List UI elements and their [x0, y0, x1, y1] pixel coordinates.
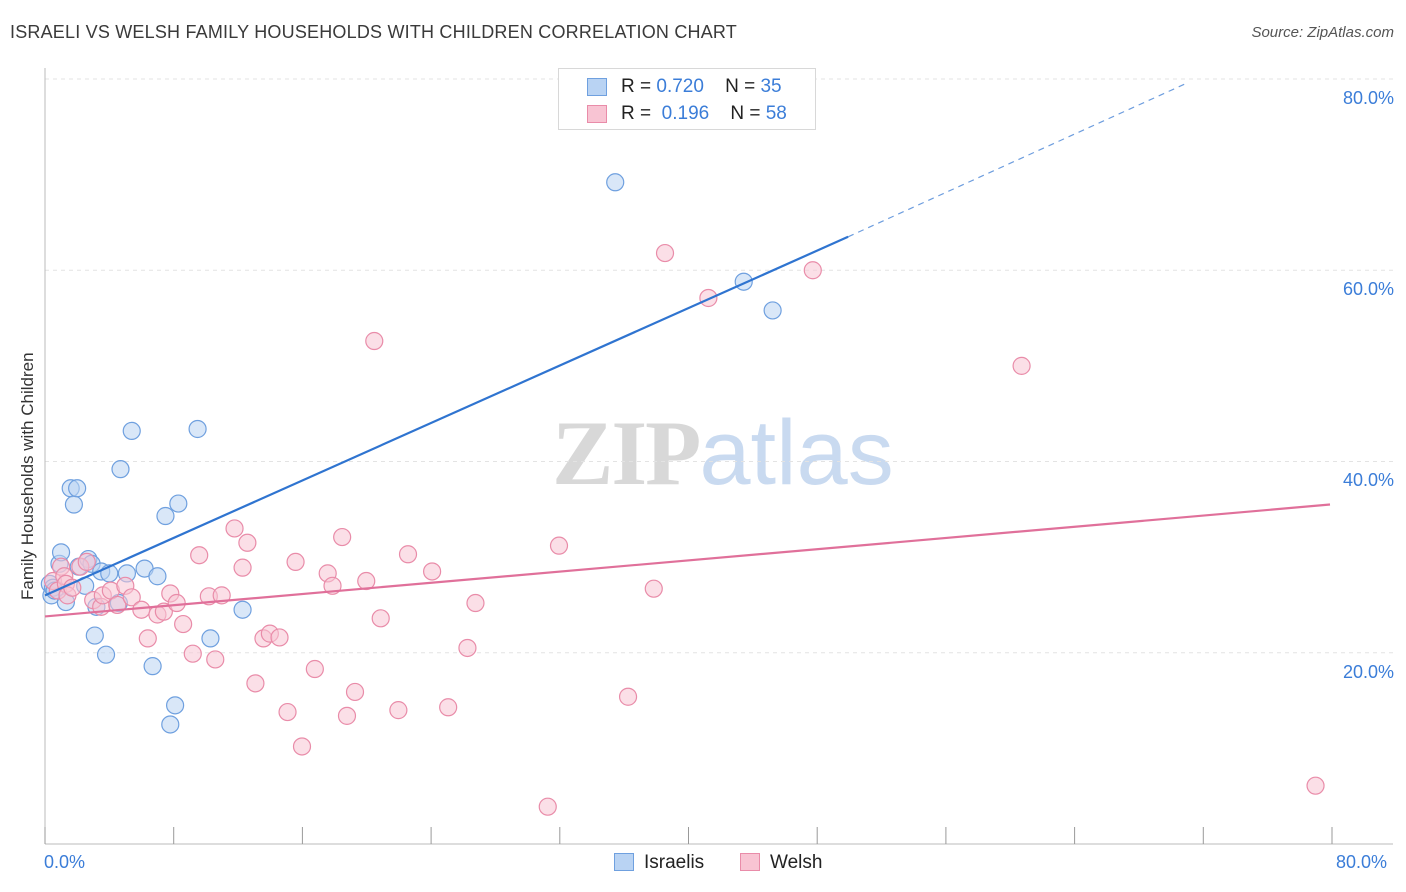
- watermark-atlas: atlas: [699, 402, 894, 504]
- y-tick-20: 20.0%: [1342, 662, 1394, 682]
- welsh-point: [132, 600, 151, 619]
- welsh-point: [439, 698, 458, 717]
- welsh-point: [365, 331, 384, 351]
- israelis-legend-label: Israelis: [644, 852, 705, 873]
- israelis-point: [64, 495, 84, 514]
- welsh-point: [233, 558, 252, 577]
- israelis-point: [111, 460, 130, 479]
- israelis-point: [143, 657, 162, 676]
- israelis-point: [233, 600, 252, 619]
- welsh-point: [337, 706, 357, 725]
- welsh-point: [538, 797, 557, 816]
- israelis-point: [201, 629, 220, 648]
- israelis-point: [68, 479, 87, 498]
- chart-title: ISRAELI VS WELSH FAMILY HOUSEHOLDS WITH …: [10, 22, 737, 42]
- y-tick-40: 40.0%: [1342, 470, 1394, 490]
- welsh-point: [138, 629, 157, 648]
- welsh-legend-swatch: [740, 853, 760, 871]
- israelis-point: [85, 626, 104, 645]
- israelis-swatch: [587, 78, 607, 96]
- welsh-point: [644, 579, 663, 598]
- welsh-point: [206, 650, 225, 669]
- y-tick-80: 80.0%: [1342, 88, 1394, 108]
- welsh-point: [63, 578, 82, 597]
- x-tick-min: 0.0%: [44, 852, 86, 872]
- watermark-zip: ZIP: [552, 402, 701, 504]
- legend-item-welsh[interactable]: Welsh: [740, 852, 822, 874]
- welsh-n-value: 58: [765, 103, 787, 124]
- israelis-point: [763, 301, 782, 320]
- israelis-point: [161, 715, 180, 734]
- welsh-point: [398, 545, 418, 564]
- welsh-point: [167, 593, 186, 613]
- legend-item-israelis[interactable]: Israelis: [614, 852, 704, 874]
- welsh-r-label: R =: [621, 103, 652, 124]
- welsh-r-value: 0.196: [661, 103, 710, 124]
- welsh-point: [389, 701, 408, 720]
- israelis-point: [148, 567, 167, 586]
- welsh-point: [655, 243, 675, 263]
- stats-legend: R = 0.720 N = 35 R = 0.196 N = 58: [558, 68, 816, 130]
- israelis-n-label: N =: [725, 76, 756, 97]
- welsh-point: [270, 628, 289, 647]
- welsh-point: [618, 687, 638, 706]
- israelis-point: [156, 506, 175, 526]
- welsh-point: [238, 533, 257, 552]
- welsh-point: [466, 593, 485, 613]
- israelis-trend-extension: [847, 83, 1186, 238]
- welsh-point: [183, 644, 202, 663]
- welsh-point: [286, 552, 305, 572]
- x-tick-max: 80.0%: [1336, 852, 1388, 872]
- israelis-trend-line: [44, 235, 849, 597]
- welsh-point: [174, 614, 193, 634]
- welsh-point: [292, 737, 312, 756]
- israelis-point: [188, 419, 207, 439]
- welsh-trend-line: [44, 503, 1331, 618]
- israelis-n-value: 35: [760, 76, 782, 97]
- welsh-point: [1306, 776, 1325, 795]
- y-tick-60: 60.0%: [1342, 279, 1394, 299]
- welsh-point: [190, 546, 209, 565]
- welsh-point: [371, 609, 390, 628]
- israelis-r-value: 0.720: [656, 76, 704, 97]
- welsh-legend-label: Welsh: [770, 852, 823, 873]
- israelis-point: [166, 696, 185, 715]
- israelis-legend-swatch: [614, 853, 634, 871]
- welsh-point: [77, 552, 96, 572]
- welsh-point: [225, 519, 244, 538]
- source-label[interactable]: Source: ZipAtlas.com: [1251, 24, 1394, 41]
- welsh-point: [345, 682, 365, 702]
- welsh-point: [278, 702, 297, 722]
- welsh-point: [122, 588, 141, 607]
- israelis-point: [606, 173, 625, 192]
- welsh-point: [803, 261, 822, 280]
- israelis-r-label: R =: [621, 76, 652, 97]
- welsh-point: [423, 562, 442, 581]
- welsh-point: [458, 638, 477, 658]
- israelis-point: [169, 494, 188, 513]
- israelis-point: [122, 421, 141, 440]
- welsh-point: [333, 527, 352, 547]
- y-axis-label: Family Households with Children: [18, 352, 37, 600]
- welsh-point: [1012, 356, 1031, 375]
- welsh-point: [305, 659, 324, 679]
- welsh-point: [549, 536, 569, 555]
- welsh-swatch: [587, 105, 607, 123]
- israelis-point: [96, 645, 116, 664]
- welsh-point: [246, 674, 265, 693]
- welsh-n-label: N =: [730, 103, 761, 124]
- watermark: ZIPatlas: [552, 400, 894, 506]
